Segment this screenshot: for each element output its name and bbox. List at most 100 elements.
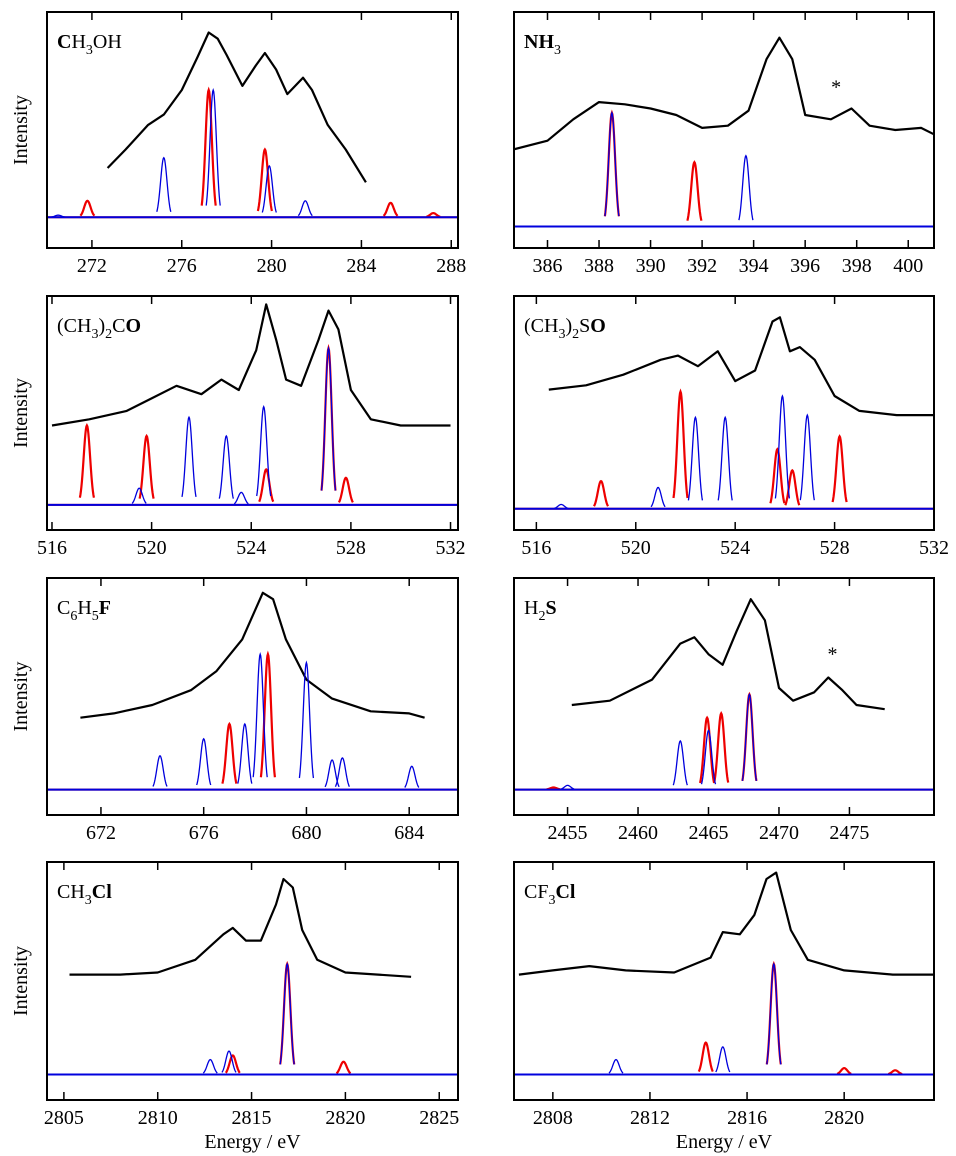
- title-part: OH: [93, 31, 122, 53]
- peak: [337, 476, 354, 503]
- title-part: NH: [524, 31, 554, 53]
- peak: [699, 715, 716, 784]
- x-tick-label: 2465: [688, 822, 728, 844]
- x-tick-label: 516: [521, 537, 551, 559]
- panel: 272 276 280 284 288 CH3OH Intensity: [10, 11, 466, 277]
- title-part: (CH: [57, 315, 91, 337]
- peak: [324, 759, 340, 788]
- spectrum-line: [518, 871, 934, 976]
- panel-title: CH3OH: [57, 31, 122, 58]
- title-part: Cl: [555, 881, 575, 903]
- x-tick-label: 276: [167, 255, 197, 277]
- title-part: 3: [554, 43, 561, 58]
- x-tick-label: 2808: [533, 1107, 573, 1129]
- title-part: C: [57, 31, 71, 53]
- peak: [237, 722, 253, 784]
- peak: [650, 486, 666, 508]
- peak: [233, 491, 249, 505]
- title-part: 3: [91, 327, 98, 342]
- x-tick-label: 524: [720, 537, 750, 559]
- plot-area: [514, 36, 934, 228]
- peak: [79, 199, 96, 217]
- peak: [382, 201, 399, 217]
- x-tick-label: 2470: [759, 822, 799, 844]
- x-tick-label: 2820: [325, 1107, 365, 1129]
- peak: [152, 754, 168, 787]
- x-tick-label: 400: [893, 255, 923, 277]
- annotation: *: [828, 644, 838, 666]
- panel-title: H2S: [524, 597, 557, 624]
- peak: [51, 214, 66, 218]
- peak: [259, 650, 276, 778]
- panel-frame: [46, 11, 459, 249]
- peak: [196, 737, 212, 786]
- x-tick-label: 2816: [727, 1107, 767, 1129]
- panel-title: NH3: [524, 31, 561, 58]
- panel-frame: [513, 295, 935, 531]
- peak: [298, 660, 315, 779]
- panel-title: CF3Cl: [524, 881, 576, 908]
- panel-title: (CH3)2CO: [57, 315, 141, 342]
- x-tick-label: 284: [346, 255, 376, 277]
- peak: [181, 415, 197, 498]
- peak: [741, 692, 758, 781]
- x-tick-label: 2805: [44, 1107, 84, 1129]
- peak: [713, 710, 730, 783]
- title-part: CF: [524, 881, 548, 903]
- peak: [836, 1066, 852, 1075]
- x-tick-label: 672: [86, 822, 116, 844]
- spectrum-line: [51, 303, 451, 427]
- x-tick-label: 386: [532, 255, 562, 277]
- peak: [200, 86, 217, 206]
- peak: [335, 1060, 352, 1075]
- peak: [221, 721, 238, 784]
- peak: [554, 503, 569, 509]
- peak: [604, 110, 620, 217]
- x-axis-label: Energy / eV: [676, 1131, 773, 1153]
- peak: [256, 405, 272, 497]
- panel: 2805 2810 2815 2820 2825 CH3Cl Intensity Energy…: [10, 861, 459, 1153]
- x-tick-label: 272: [77, 255, 107, 277]
- title-part: H: [524, 597, 538, 619]
- peak: [202, 1058, 218, 1074]
- x-tick-label: 2812: [630, 1107, 670, 1129]
- panel: 672 676 680 684 C6H5F Intensity: [10, 577, 459, 844]
- peak: [593, 479, 609, 507]
- title-part: ): [565, 315, 572, 337]
- x-tick-label: 388: [584, 255, 614, 277]
- title-part: ): [98, 315, 105, 337]
- spectrum-line: [514, 36, 934, 151]
- x-tick-label: 2475: [829, 822, 869, 844]
- panel-frame: [513, 577, 935, 816]
- peak: [221, 1050, 237, 1073]
- panel-title: (CH3)2SO: [524, 315, 606, 342]
- title-part: 3: [548, 893, 555, 908]
- peak: [769, 447, 786, 504]
- peak: [256, 147, 273, 212]
- panel-title: CH3Cl: [57, 881, 112, 908]
- peak: [717, 415, 733, 501]
- title-part: Cl: [92, 881, 112, 903]
- x-tick-label: 684: [394, 822, 424, 844]
- plot-area: [47, 303, 458, 506]
- y-axis-label: Intensity: [10, 946, 32, 1016]
- plot-area: [514, 598, 934, 791]
- peak: [205, 87, 221, 206]
- y-axis-label: Intensity: [10, 95, 32, 165]
- peak: [560, 784, 575, 790]
- peak: [687, 415, 704, 501]
- title-part: 3: [85, 893, 92, 908]
- x-tick-label: 516: [37, 537, 67, 559]
- peak: [218, 434, 234, 499]
- spectrum-line: [69, 877, 412, 978]
- panel-frame: [46, 861, 459, 1101]
- plot-area: [47, 591, 458, 791]
- peak: [799, 413, 815, 501]
- title-part: H: [77, 597, 91, 619]
- plot-area: [514, 871, 934, 1076]
- x-tick-label: 528: [820, 537, 850, 559]
- x-tick-label: 520: [621, 537, 651, 559]
- panel-frame: [46, 577, 459, 816]
- peak: [224, 1054, 241, 1074]
